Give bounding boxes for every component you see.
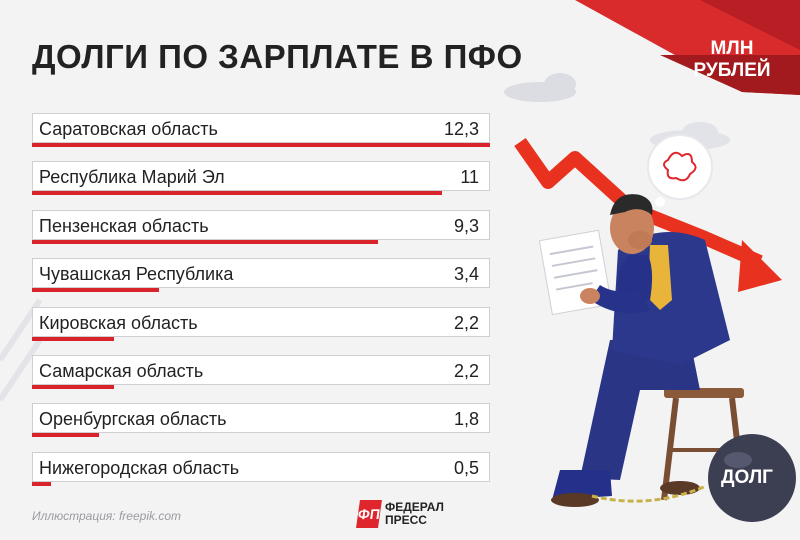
chart-rows: Саратовская область 12,3 Республика Марий … bbox=[32, 113, 492, 500]
row-box: Кировская область 2,2 bbox=[32, 306, 490, 337]
bar bbox=[32, 239, 379, 244]
chart-row: Кировская область 2,2 bbox=[32, 306, 492, 341]
shoe bbox=[551, 493, 599, 507]
category-label: Саратовская область bbox=[39, 119, 218, 139]
debt-ball-label: ДОЛГ bbox=[721, 467, 773, 488]
man-arm-holding-paper bbox=[590, 285, 650, 314]
category-label: Республика Марий Эл bbox=[39, 167, 225, 188]
chart-row: Нижегородская область 0,5 bbox=[32, 451, 492, 486]
unit-label: МЛН РУБЛЕЙ bbox=[690, 38, 774, 82]
page-title: ДОЛГИ ПО ЗАРПЛАТЕ В ПФО bbox=[32, 38, 523, 75]
category-label: Нижегородская область bbox=[39, 457, 240, 478]
value-label: 2,2 bbox=[453, 360, 479, 381]
row-box: Саратовская область 12,3 bbox=[32, 113, 490, 143]
category-label: Чувашская Республика bbox=[39, 264, 234, 285]
red-banner-shade bbox=[700, 0, 800, 50]
bar bbox=[32, 288, 159, 293]
value-label: 1,8 bbox=[453, 409, 479, 430]
thought-bubble bbox=[647, 134, 713, 200]
category-label: Пензенская область bbox=[39, 215, 209, 236]
bar bbox=[32, 384, 114, 389]
unit-label-line-2: РУБЛЕЙ bbox=[693, 60, 771, 81]
arrow-head bbox=[738, 240, 782, 292]
row-box: Оренбургская область 1,8 bbox=[32, 403, 490, 434]
man-legs bbox=[580, 340, 700, 480]
man-hand bbox=[580, 288, 600, 304]
unit-label-background bbox=[660, 55, 800, 95]
row-box: Пензенская область 9,3 bbox=[32, 209, 490, 240]
logo-line-1: ФЕДЕРАЛ bbox=[385, 500, 444, 514]
value-label: 3,4 bbox=[453, 264, 479, 285]
chart-row: Чувашская Республика 3,4 bbox=[32, 258, 492, 293]
shoe bbox=[660, 481, 700, 495]
stool-seat bbox=[664, 388, 744, 398]
row-box: Нижегородская область 0,5 bbox=[32, 451, 490, 482]
unit-label-line-1: МЛН bbox=[710, 38, 754, 59]
row-box: Самарская область 2,2 bbox=[32, 354, 490, 385]
illustration-credit: Иллюстрация: freepik.com bbox=[32, 509, 181, 523]
chart-row: Самарская область 2,2 bbox=[32, 354, 492, 389]
value-label: 9,3 bbox=[453, 215, 479, 236]
category-label: Оренбургская область bbox=[39, 409, 227, 430]
man-tie bbox=[648, 245, 672, 310]
man-arm bbox=[617, 255, 653, 300]
bar bbox=[32, 191, 442, 196]
man-leg-lower bbox=[552, 470, 612, 500]
bar bbox=[32, 143, 490, 147]
federalpress-logo: ФП ФЕДЕРАЛ ПРЕСС bbox=[356, 500, 444, 528]
logo-wordmark: ФЕДЕРАЛ ПРЕСС bbox=[385, 501, 444, 527]
cloud-puff bbox=[544, 73, 576, 95]
debt-ball-highlight bbox=[724, 452, 752, 468]
value-label: 11 bbox=[460, 167, 479, 188]
chart-row: Саратовская область 12,3 bbox=[32, 113, 492, 147]
row-box: Чувашская Республика 3,4 bbox=[32, 258, 490, 289]
chain bbox=[591, 484, 707, 503]
value-label: 0,5 bbox=[453, 457, 479, 478]
logo-line-2: ПРЕСС bbox=[385, 513, 427, 527]
chart-row: Оренбургская область 1,8 bbox=[32, 403, 492, 438]
category-label: Самарская область bbox=[39, 360, 204, 381]
man-hand bbox=[628, 231, 652, 249]
chart-row: Республика Марий Эл 11 bbox=[32, 161, 492, 196]
bar bbox=[32, 336, 114, 341]
category-label: Кировская область bbox=[39, 312, 198, 333]
falling-arrow-icon bbox=[514, 137, 763, 269]
thought-bubble-dot bbox=[655, 197, 665, 207]
row-box: Республика Марий Эл 11 bbox=[32, 161, 490, 192]
value-label: 12,3 bbox=[443, 119, 479, 139]
value-label: 2,2 bbox=[453, 312, 479, 333]
bar bbox=[32, 481, 51, 486]
man-hair bbox=[610, 194, 653, 215]
bar bbox=[32, 433, 100, 438]
decor-stripe bbox=[0, 338, 43, 402]
chart-row: Пензенская область 9,3 bbox=[32, 209, 492, 244]
stress-scribble-icon bbox=[663, 151, 697, 182]
logo-mark-icon: ФП bbox=[356, 500, 382, 528]
